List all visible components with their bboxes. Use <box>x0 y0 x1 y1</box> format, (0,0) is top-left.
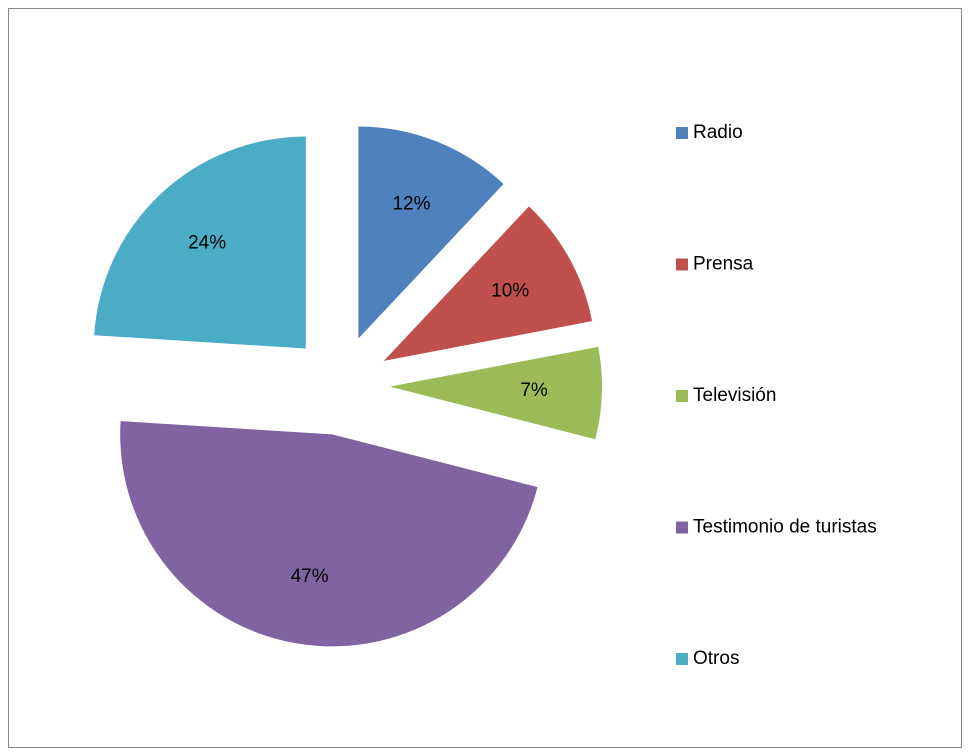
data-label: 47% <box>291 566 329 587</box>
data-label: 7% <box>520 380 548 401</box>
legend-swatch <box>676 390 688 402</box>
legend-label: Otros <box>693 648 739 669</box>
data-label: 24% <box>188 232 226 253</box>
pie-slice <box>383 206 593 361</box>
data-label: 12% <box>392 193 430 214</box>
legend-label: Radio <box>693 122 743 143</box>
pie-slice <box>94 136 306 349</box>
pie-slice <box>358 126 504 339</box>
legend-swatch <box>676 521 688 534</box>
legend-swatch <box>676 653 688 665</box>
data-label: 10% <box>491 280 529 301</box>
legend-label: Testimonio de turistas <box>693 517 877 538</box>
legend-label: Prensa <box>693 254 754 275</box>
legend-swatch <box>676 127 688 139</box>
legend-label: Televisión <box>693 385 776 406</box>
pie-slice <box>389 346 602 440</box>
legend-swatch <box>676 258 688 271</box>
pie-slice <box>120 421 538 647</box>
